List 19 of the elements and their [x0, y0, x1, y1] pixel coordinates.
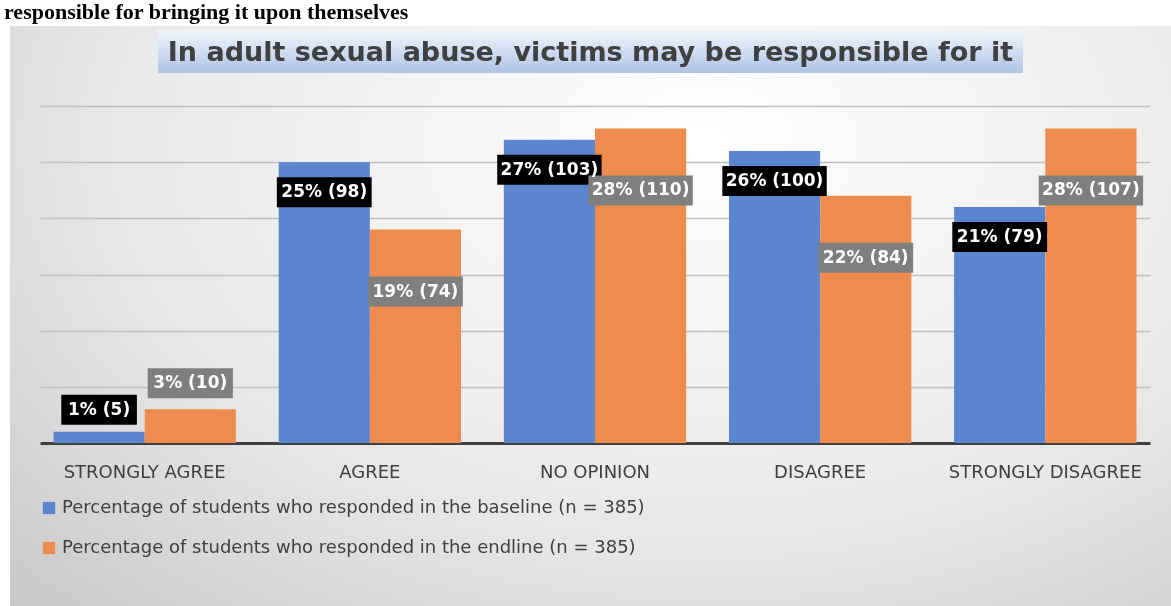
legend-label: Percentage of students who responded in the endline (n = 385): [62, 536, 636, 557]
data-label: 28% (107): [1042, 179, 1140, 200]
data-label: 26% (100): [725, 169, 824, 190]
data-label: 19% (74): [372, 280, 459, 301]
x-tick-label: AGREE: [339, 460, 401, 482]
x-tick-label: DISAGREE: [774, 460, 867, 482]
x-tick-label: STRONGLY AGREE: [63, 460, 226, 482]
data-label: 21% (79): [956, 226, 1043, 247]
chart-title: In adult sexual abuse, victims may be responsible for it: [157, 30, 1024, 73]
data-label: 27% (103): [500, 158, 599, 179]
x-tick-label: STRONGLY DISAGREE: [948, 460, 1142, 482]
legend-label: Percentage of students who responded in the baseline (n = 385): [62, 496, 645, 517]
data-label: 1% (5): [68, 398, 131, 419]
x-tick-label: NO OPINION: [539, 460, 651, 482]
data-label: 3% (10): [153, 372, 228, 393]
data-label: 25% (98): [281, 181, 368, 202]
data-label: 22% (84): [822, 246, 909, 267]
text: responsible for bringing it upon themselves: [3, 0, 410, 26]
data-label: 28% (110): [591, 179, 690, 200]
